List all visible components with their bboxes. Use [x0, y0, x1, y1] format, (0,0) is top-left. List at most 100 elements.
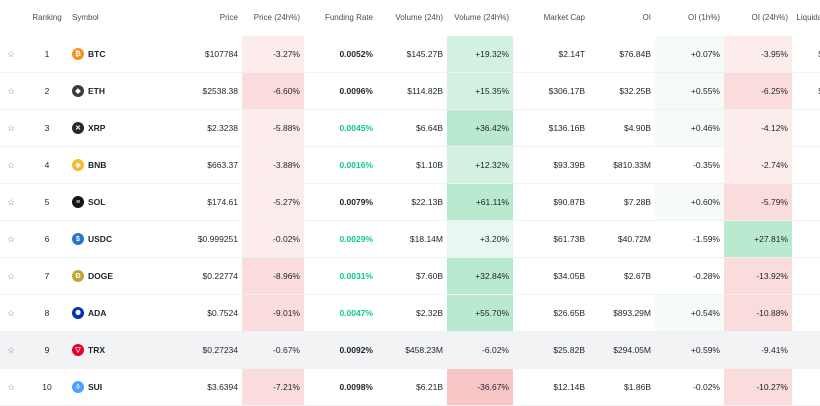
price-change-cell: -0.02% — [242, 221, 304, 258]
symbol-cell[interactable]: ◊ SUI — [72, 369, 170, 406]
symbol-cell[interactable]: ✺ ADA — [72, 295, 170, 332]
favorite-star-icon[interactable]: ☆ — [0, 295, 22, 332]
header-market-cap[interactable]: Market Cap — [543, 13, 585, 22]
oi-24h-cell: -4.12% — [724, 110, 792, 147]
funding-rate-cell: 0.0045% — [304, 110, 377, 147]
favorite-star-icon[interactable]: ☆ — [0, 221, 22, 258]
oi-cell: $4.90B — [589, 110, 655, 147]
table-row[interactable]: ☆ 5 ≡ SOL $174.61 -5.27% 0.0079% $22.13B +61.11%… — [0, 184, 820, 221]
liquidation-cell: $37.63M — [792, 184, 820, 221]
price-change-cell: -0.67% — [242, 332, 304, 369]
favorite-star-icon[interactable]: ☆ — [0, 110, 22, 147]
oi-cell: $40.72M — [589, 221, 655, 258]
volume-cell: $1.10B — [377, 147, 447, 184]
header-oi[interactable]: OI — [642, 13, 651, 22]
symbol-cell[interactable]: ◆ ETH — [72, 73, 170, 110]
header-oi-24h[interactable]: OI (24h%) — [751, 13, 788, 22]
oi-24h-cell: -6.25% — [724, 73, 792, 110]
price-cell: $0.999251 — [170, 221, 242, 258]
symbol-name: XRP — [88, 122, 106, 133]
table-row[interactable]: ☆ 1 ₿ BTC $107784 -3.27% 0.0052% $145.27B +19.32… — [0, 36, 820, 73]
volume-change-cell: -36.67% — [447, 369, 513, 406]
rank-cell: 7 — [22, 258, 72, 295]
table-row[interactable]: ☆ 3 ✕ XRP $2.3238 -5.88% 0.0045% $6.64B +36.42% $… — [0, 110, 820, 147]
header-ranking[interactable]: Ranking — [32, 13, 62, 22]
market-cap-cell: $61.73B — [513, 221, 589, 258]
liquidation-cell: $15.63M — [792, 110, 820, 147]
symbol-cell[interactable]: $ USDC — [72, 221, 170, 258]
liquidation-cell: $1.80M — [792, 332, 820, 369]
price-change-cell: -3.27% — [242, 36, 304, 73]
price-cell: $0.22774 — [170, 258, 242, 295]
symbol-cell[interactable]: ≡ SOL — [72, 184, 170, 221]
volume-cell: $6.64B — [377, 110, 447, 147]
table-row[interactable]: ☆ 8 ✺ ADA $0.7524 -9.01% 0.0047% $2.32B +55.70% $… — [0, 295, 820, 332]
header-funding-rate[interactable]: Funding Rate — [324, 13, 373, 22]
volume-cell: $7.60B — [377, 258, 447, 295]
header-price-change[interactable]: Price (24h%) — [253, 13, 300, 22]
oi-1h-cell: +0.55% — [655, 73, 724, 110]
favorite-star-icon[interactable]: ☆ — [0, 73, 22, 110]
table-row[interactable]: ☆ 7 Ð DOGE $0.22774 -8.96% 0.0031% $7.60B +32.84… — [0, 258, 820, 295]
market-cap-cell: $26.65B — [513, 295, 589, 332]
header-volume[interactable]: Volume (24h) — [395, 13, 443, 22]
volume-cell: $22.13B — [377, 184, 447, 221]
price-change-cell: -9.01% — [242, 295, 304, 332]
usdc-icon: $ — [72, 233, 84, 245]
market-cap-cell: $25.82B — [513, 332, 589, 369]
favorite-star-icon[interactable]: ☆ — [0, 332, 22, 369]
price-change-cell: -8.96% — [242, 258, 304, 295]
symbol-cell[interactable]: ✕ XRP — [72, 110, 170, 147]
doge-icon: Ð — [72, 270, 84, 282]
favorite-star-icon[interactable]: ☆ — [0, 184, 22, 221]
price-cell: $3.6394 — [170, 369, 242, 406]
table-row[interactable]: ☆ 4 ◈ BNB $663.37 -3.88% 0.0016% $1.10B +12.32% $… — [0, 147, 820, 184]
table-row[interactable]: ☆ 9 ▽ TRX $0.27234 -0.67% 0.0092% $458.23M -6.02… — [0, 332, 820, 369]
table-row[interactable]: ☆ 6 $ USDC $0.999251 -0.02% 0.0029% $18.14M +3.2… — [0, 221, 820, 258]
volume-change-cell: +3.20% — [447, 221, 513, 258]
favorite-star-icon[interactable]: ☆ — [0, 258, 22, 295]
volume-cell: $2.32B — [377, 295, 447, 332]
oi-24h-cell: -9.41% — [724, 332, 792, 369]
header-price[interactable]: Price — [219, 13, 238, 22]
oi-1h-cell: +0.60% — [655, 184, 724, 221]
favorite-star-icon[interactable]: ☆ — [0, 369, 22, 406]
favorite-star-icon[interactable]: ☆ — [0, 36, 22, 73]
liquidation-cell: $23.55M — [792, 258, 820, 295]
oi-1h-cell: +0.54% — [655, 295, 724, 332]
symbol-cell[interactable]: ◈ BNB — [72, 147, 170, 184]
liquidation-cell: $249.12 — [792, 221, 820, 258]
header-volume-change[interactable]: Volume (24h%) — [454, 13, 509, 22]
volume-change-cell: -6.02% — [447, 332, 513, 369]
volume-change-cell: +55.70% — [447, 295, 513, 332]
rank-cell: 3 — [22, 110, 72, 147]
oi-24h-cell: -10.88% — [724, 295, 792, 332]
btc-icon: ₿ — [72, 48, 84, 60]
funding-rate-cell: 0.0092% — [304, 332, 377, 369]
price-cell: $174.61 — [170, 184, 242, 221]
rank-cell: 1 — [22, 36, 72, 73]
symbol-cell[interactable]: ₿ BTC — [72, 36, 170, 73]
funding-rate-cell: 0.0029% — [304, 221, 377, 258]
header-symbol[interactable]: Symbol — [72, 13, 99, 22]
table-row[interactable]: ☆ 10 ◊ SUI $3.6394 -7.21% 0.0098% $6.21B -36.67%… — [0, 369, 820, 406]
favorite-star-icon[interactable]: ☆ — [0, 147, 22, 184]
oi-24h-cell: -2.74% — [724, 147, 792, 184]
symbol-cell[interactable]: Ð DOGE — [72, 258, 170, 295]
market-cap-cell: $2.14T — [513, 36, 589, 73]
price-change-cell: -7.21% — [242, 369, 304, 406]
table-row[interactable]: ☆ 2 ◆ ETH $2538.38 -6.60% 0.0096% $114.82B +15.3… — [0, 73, 820, 110]
funding-rate-cell: 0.0052% — [304, 36, 377, 73]
symbol-cell[interactable]: ▽ TRX — [72, 332, 170, 369]
oi-cell: $76.84B — [589, 36, 655, 73]
price-change-cell: -5.27% — [242, 184, 304, 221]
header-oi-1h[interactable]: OI (1h%) — [687, 13, 720, 22]
oi-24h-cell: -13.92% — [724, 258, 792, 295]
liquidation-cell: $153.18M — [792, 73, 820, 110]
volume-change-cell: +19.32% — [447, 36, 513, 73]
header-liquidation[interactable]: Liquidation (24h) — [796, 13, 820, 22]
price-change-cell: -5.88% — [242, 110, 304, 147]
volume-cell: $145.27B — [377, 36, 447, 73]
price-cell: $0.27234 — [170, 332, 242, 369]
table-body: ☆ 1 ₿ BTC $107784 -3.27% 0.0052% $145.27B +19.32… — [0, 36, 820, 406]
